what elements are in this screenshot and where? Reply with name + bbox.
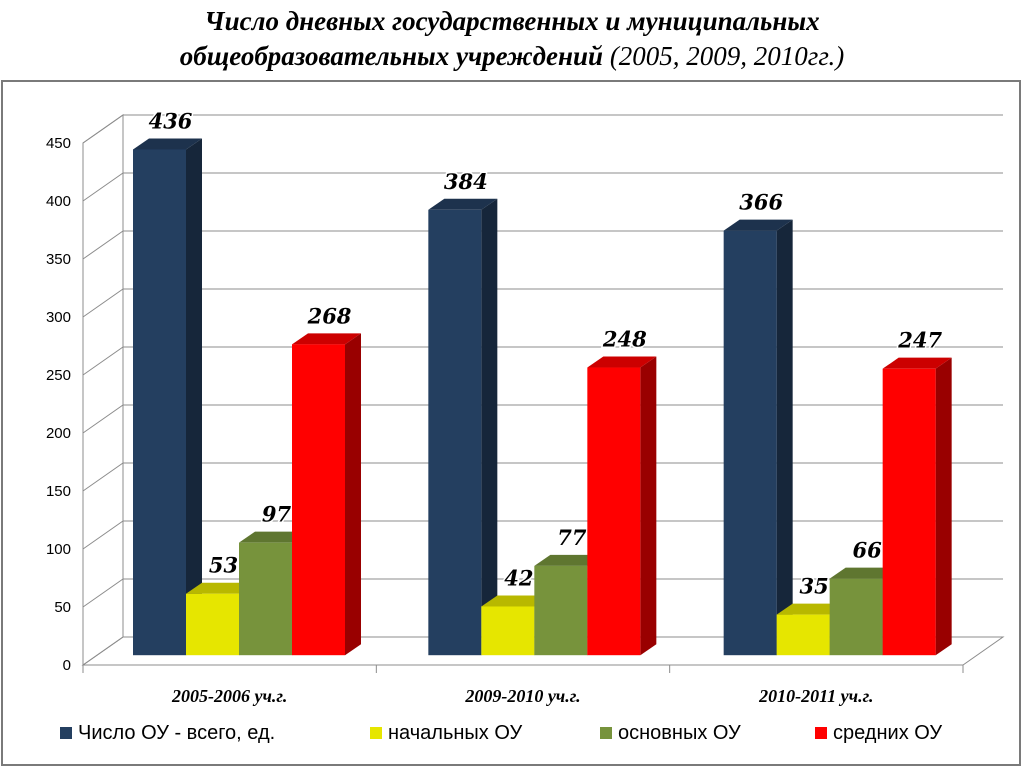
data-label: 248 [602, 327, 647, 352]
y-tick-label: 250 [46, 367, 71, 384]
y-tick-label: 400 [46, 193, 71, 210]
gridline [82, 230, 1003, 260]
bar [534, 565, 588, 656]
bar [481, 606, 535, 656]
data-label: 53 [209, 553, 238, 578]
gridline [82, 288, 1003, 318]
bar-top [723, 219, 793, 231]
bar-side [640, 356, 657, 656]
data-label: 268 [307, 303, 352, 328]
chart-title-line2: общеобразовательных учреждений (2005, 20… [0, 39, 1024, 74]
data-label: 66 [853, 538, 883, 563]
bar [292, 344, 345, 656]
data-label: 97 [262, 502, 292, 527]
bar [186, 593, 239, 656]
y-tick-label: 150 [46, 483, 71, 500]
chart-frame: 0 50 100 150 200 250 300 350 400 450 436 53 97 268 200… [1, 80, 1021, 766]
data-label: 366 [739, 190, 783, 215]
data-label: 42 [504, 565, 533, 590]
bar-side [776, 219, 793, 656]
legend-label: начальных ОУ [388, 722, 522, 744]
bar-top [829, 567, 899, 579]
gridline [82, 172, 1003, 202]
bar-chart: 0 50 100 150 200 250 300 350 400 450 436 53 97 268 200… [46, 107, 1005, 744]
gridline [82, 114, 1003, 144]
chart-title-years: (2005, 2009, 2010гг.) [609, 41, 845, 71]
gridline [82, 346, 1003, 376]
y-tick-label: 0 [63, 657, 71, 674]
data-label: 35 [800, 574, 829, 599]
bar-top [776, 603, 846, 615]
bar [239, 542, 292, 656]
bar [723, 230, 777, 656]
bar-side [345, 333, 361, 656]
legend-swatch [60, 727, 72, 739]
x-category-label: 2005-2006 уч.г. [171, 686, 287, 706]
y-tick-label: 200 [46, 425, 71, 442]
bar [587, 367, 641, 656]
bar-top [587, 356, 657, 368]
y-tick-label: 300 [46, 309, 71, 326]
bar-side [481, 198, 498, 656]
side-wall [82, 114, 124, 666]
gridline [82, 636, 1003, 666]
bar-side [935, 357, 952, 656]
bar-top [133, 138, 202, 150]
bar-top [428, 198, 498, 210]
chart-title: Число дневных государственных и муниципа… [0, 4, 1024, 74]
legend-swatch [370, 727, 382, 739]
chart-title-main: общеобразовательных учреждений [179, 41, 604, 71]
bar [882, 368, 936, 656]
gridline [82, 404, 1003, 434]
x-category-label: 2009-2010 уч.г. [464, 686, 580, 706]
data-label: 436 [149, 108, 193, 133]
legend-label: средних ОУ [833, 722, 942, 744]
bar [829, 578, 883, 656]
gridline [82, 462, 1003, 492]
bar-top [882, 357, 952, 369]
gridline [82, 520, 1003, 550]
bar-top [481, 595, 551, 607]
bar-side [186, 138, 202, 656]
bar [776, 614, 830, 656]
legend-swatch [815, 727, 827, 739]
bar [428, 209, 482, 656]
data-label: 247 [897, 328, 942, 353]
gridline [82, 578, 1003, 608]
bar-top [534, 554, 604, 566]
legend-label: Число ОУ - всего, ед. [78, 722, 275, 744]
legend-swatch [600, 727, 612, 739]
data-label: 77 [557, 525, 587, 550]
chart-title-line1: Число дневных государственных и муниципа… [204, 6, 820, 36]
bar-top [292, 333, 361, 345]
x-category-label: 2010-2011 уч.г. [758, 686, 873, 706]
data-label: 384 [444, 169, 488, 194]
bar-top [239, 531, 308, 543]
y-tick-label: 100 [46, 541, 71, 558]
y-tick-label: 450 [46, 135, 71, 152]
y-tick-label: 50 [54, 599, 71, 616]
bar [133, 149, 186, 656]
legend-label: основных ОУ [618, 722, 741, 744]
bar-top [186, 582, 255, 594]
y-tick-label: 350 [46, 251, 71, 268]
